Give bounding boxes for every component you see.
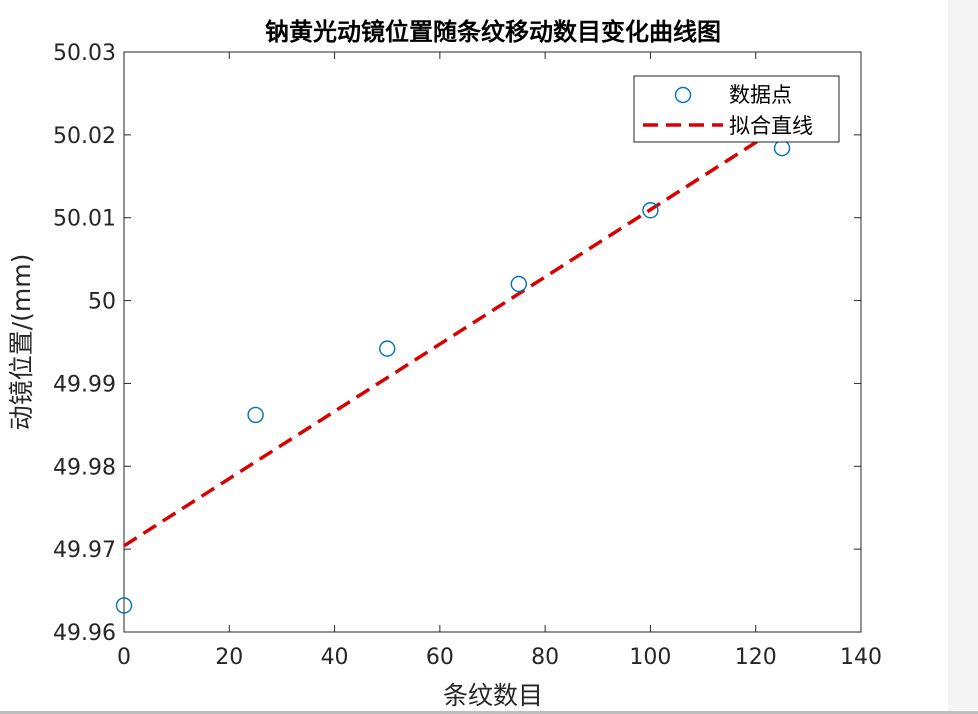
legend-label-fit-line: 拟合直线 [729,114,813,138]
x-tick-label: 140 [840,645,882,670]
data-point [510,275,528,293]
x-axis-label: 条纹数目 [443,681,543,710]
x-tick-label: 80 [531,645,559,670]
legend-marker-points [674,86,692,104]
window-right-edge [948,0,978,714]
y-tick-label: 50 [88,290,116,315]
chart-title: 钠黄光动镜位置随条纹移动数目变化曲线图 [265,18,721,46]
y-axis-label: 动镜位置/(mm) [7,254,36,431]
data-point [247,406,264,424]
x-tick-label: 0 [117,645,131,670]
x-tick-label: 120 [735,645,777,670]
window-bottom-edge [0,711,978,714]
x-tick-label: 20 [215,645,243,670]
data-points-layer [115,139,791,614]
fit-line-layer [123,132,770,548]
y-tick-label: 49.98 [53,455,116,480]
y-tick-label: 49.99 [53,372,116,397]
data-point [115,597,133,614]
plot-area [123,51,862,633]
data-point [642,202,659,219]
y-axis-ticks: 49.96 49.97 49.98 49.99 50 50.01 50.02 50.03 [53,41,861,646]
legend-label-points: 数据点 [729,83,792,107]
data-point [379,340,396,357]
y-tick-label: 50.03 [53,41,116,66]
y-tick-label: 49.97 [53,538,116,563]
legend: 数据点 拟合直线 [633,75,840,143]
y-tick-label: 50.02 [53,124,116,149]
x-tick-label: 60 [426,645,454,670]
x-axis-ticks: 0 20 40 60 80 100 120 140 [117,52,882,670]
x-tick-label: 40 [321,645,349,670]
y-tick-label: 50.01 [53,207,116,232]
fit-line [123,132,770,548]
legend-box [633,75,840,143]
y-tick-label: 49.96 [53,621,116,646]
x-tick-label: 100 [629,645,671,670]
